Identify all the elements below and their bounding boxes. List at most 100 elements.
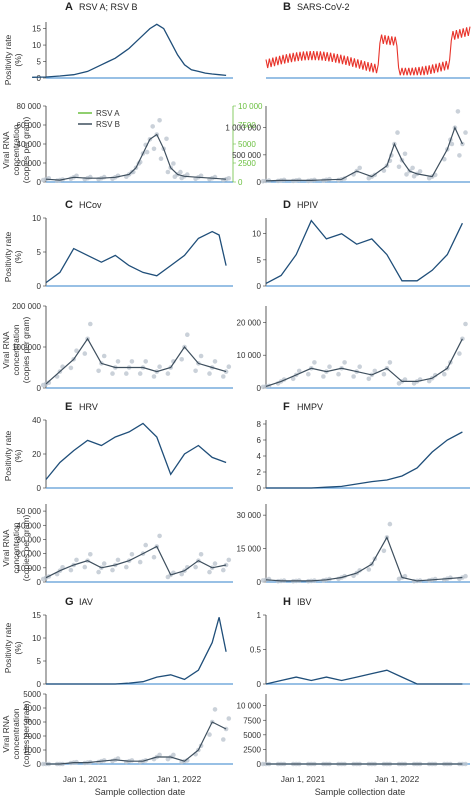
- rna-axes-e: 0 10 000 20 000 30 000 40 000 50 000: [17, 504, 233, 587]
- y-tick-label: 0: [37, 74, 42, 83]
- rna-point: [387, 360, 393, 365]
- positivity-label-line2: (%): [13, 53, 23, 66]
- rna-label-line1: Viral RNA: [1, 715, 11, 752]
- panel-d-letter: D: [283, 199, 291, 211]
- rna-point: [212, 561, 218, 566]
- rna-point: [207, 569, 212, 575]
- rna-point: [193, 368, 198, 374]
- rna-smooth-line-d: [265, 338, 463, 387]
- rna-point: [460, 141, 465, 147]
- rna-smooth-line-a: [45, 133, 227, 181]
- y-tick-label: 0: [257, 578, 262, 587]
- rna-points-d: [260, 321, 468, 390]
- rna-label-line1: Viral RNA: [1, 131, 11, 168]
- legend-label-rsvb: RSV B: [96, 120, 120, 129]
- positivity-label-line2: (%): [13, 641, 23, 654]
- rna-label-line3: (copies per gram): [21, 515, 31, 582]
- rna-points-g: [40, 707, 232, 767]
- panel-g-letter: G: [65, 596, 74, 608]
- rna-point: [165, 169, 171, 175]
- y2-tick-label: 7500: [238, 121, 256, 130]
- ylabel-a-top: Positivity rate (%): [3, 34, 23, 85]
- rna-point: [151, 146, 157, 152]
- rna-point: [463, 321, 468, 327]
- rna-point: [351, 374, 356, 379]
- y-tick-label: 5: [37, 58, 42, 67]
- rna-point: [171, 161, 176, 166]
- y-tick-label: 0: [37, 384, 42, 393]
- y-tick-label: 50 000: [17, 507, 42, 516]
- rna-point: [178, 169, 183, 175]
- rna-point: [463, 130, 468, 135]
- panel-h-letter: H: [283, 596, 291, 608]
- y-tick-label: 20 000: [17, 159, 42, 168]
- positivity-label-line1: Positivity rate: [3, 622, 13, 673]
- rna-point: [207, 732, 212, 737]
- rna-label-line3: (copies per gram): [21, 317, 31, 384]
- y-tick-label: 20 000: [17, 550, 42, 559]
- y-tick-label: 100 000: [12, 343, 41, 352]
- panel-a-header: A RSV A; RSV B: [65, 1, 138, 13]
- rna-point: [226, 716, 232, 721]
- xlabel-left: Sample collection date: [95, 787, 186, 797]
- panel-f-letter: F: [283, 401, 290, 413]
- rna-point: [82, 351, 88, 356]
- rna-points-f: [260, 521, 468, 584]
- rna-point: [223, 369, 229, 374]
- rna-point: [137, 371, 143, 376]
- rna-point: [381, 371, 387, 377]
- y-tick-label: 10: [32, 214, 41, 223]
- rna-point: [60, 565, 65, 570]
- rna-point: [88, 552, 93, 557]
- panel-c-title: HCov: [79, 200, 102, 210]
- y-tick-label: 30 000: [237, 511, 262, 520]
- rna-point: [74, 348, 79, 354]
- rna-point: [124, 371, 129, 376]
- rna-point: [144, 149, 150, 155]
- positivity-label-line2: (%): [13, 250, 23, 263]
- positivity-axes-c: 0 5 10: [32, 214, 233, 291]
- rna-point: [221, 567, 226, 573]
- rna-point: [226, 557, 232, 563]
- rna-label-line3: (copies per gram): [21, 701, 31, 768]
- y-tick-label: 5: [257, 256, 262, 265]
- xtick-2021-left: Jan 1, 2021: [63, 774, 108, 784]
- panel-a-title: RSV A; RSV B: [79, 2, 138, 12]
- positivity-axes-f: 0 2 4 6 8: [257, 420, 470, 493]
- y-tick-label: 15: [32, 611, 41, 620]
- y-tick-label: 5000: [243, 731, 261, 740]
- positivity-line-h: [265, 669, 463, 685]
- positivity-label-line1: Positivity rate: [3, 34, 13, 85]
- rna-point: [381, 548, 387, 554]
- rna-point: [336, 371, 341, 377]
- rna-point: [290, 376, 296, 382]
- rna-point: [193, 564, 198, 570]
- rna-secondary-axis: 0 2500 5000 7500 10 000: [232, 102, 263, 187]
- rna-point: [164, 136, 169, 142]
- rna-point: [82, 564, 88, 570]
- rna-point: [96, 368, 101, 374]
- rna-point: [198, 353, 204, 359]
- rna-point: [221, 374, 226, 379]
- rna-point: [366, 376, 372, 382]
- rna-point: [129, 359, 135, 364]
- xlabel-right: Sample collection date: [315, 787, 406, 797]
- y-tick-label: 0: [257, 680, 262, 689]
- y-tick-label: 200 000: [12, 302, 41, 311]
- rna-points-a: [40, 118, 232, 183]
- y-tick-label: 10: [252, 230, 261, 239]
- y-tick-label: 15: [32, 25, 41, 34]
- sars-positivity-line: [265, 26, 471, 76]
- y-tick-label: 20 000: [237, 318, 262, 327]
- rna-smooth-line-c: [45, 337, 227, 385]
- rna-point: [185, 332, 190, 338]
- ylabel-c-bottom: Viral RNA concentration (copies per gram…: [1, 317, 31, 384]
- positivity-axes-a: 0 5 10 15: [32, 22, 233, 83]
- rna-point: [179, 357, 184, 362]
- rna-point: [357, 165, 363, 171]
- y-tick-label: 15 000: [237, 545, 262, 554]
- panel-h-title: IBV: [297, 597, 312, 607]
- rna-point: [221, 737, 226, 742]
- y-tick-label: 0.5: [250, 646, 262, 655]
- positivity-line-c: [45, 230, 227, 284]
